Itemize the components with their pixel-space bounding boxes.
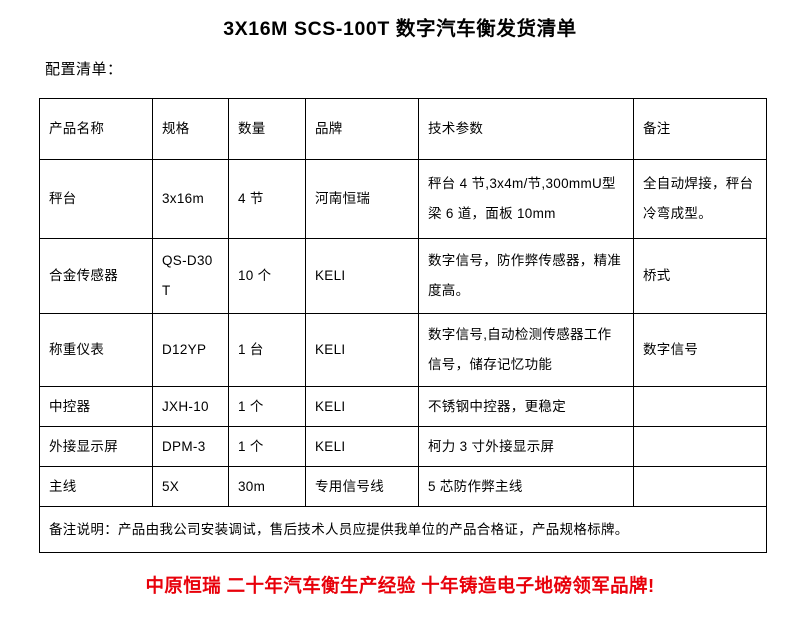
cell-product-name: 主线 xyxy=(39,466,153,507)
cell-spec: D12YP xyxy=(152,313,229,387)
cell-brand: KELI xyxy=(305,426,419,467)
cell-spec: JXH-10 xyxy=(152,386,229,427)
table-row: 主线 5X 30m 专用信号线 5 芯防作弊主线 xyxy=(39,466,767,507)
cell-remark xyxy=(633,426,767,467)
column-header-spec: 规格 xyxy=(152,98,229,160)
cell-quantity: 1 个 xyxy=(228,386,306,427)
cell-remark xyxy=(633,386,767,427)
cell-tech-params: 数字信号,自动检测传感器工作信号，储存记忆功能 xyxy=(418,313,634,387)
cell-spec: 5X xyxy=(152,466,229,507)
column-header-product-name: 产品名称 xyxy=(39,98,153,160)
spec-table: 产品名称 规格 数量 品牌 技术参数 备注 秤台 3x16m 4 节 河南恒瑞 … xyxy=(39,98,767,553)
column-header-quantity: 数量 xyxy=(228,98,306,160)
cell-spec: QS-D30T xyxy=(152,238,229,314)
spec-table-wrapper: 产品名称 规格 数量 品牌 技术参数 备注 秤台 3x16m 4 节 河南恒瑞 … xyxy=(39,98,767,553)
cell-brand: KELI xyxy=(305,238,419,314)
cell-tech-params: 柯力 3 寸外接显示屏 xyxy=(418,426,634,467)
table-row: 外接显示屏 DPM-3 1 个 KELI 柯力 3 寸外接显示屏 xyxy=(39,426,767,467)
cell-product-name: 称重仪表 xyxy=(39,313,153,387)
cell-remark xyxy=(633,466,767,507)
table-footer-note-row: 备注说明：产品由我公司安装调试，售后技术人员应提供我单位的产品合格证，产品规格标… xyxy=(39,506,767,553)
cell-tech-params: 5 芯防作弊主线 xyxy=(418,466,634,507)
table-row: 秤台 3x16m 4 节 河南恒瑞 秤台 4 节,3x4m/节,300mmU型梁… xyxy=(39,159,767,239)
cell-remark: 全自动焊接，秤台冷弯成型。 xyxy=(633,159,767,239)
cell-product-name: 合金传感器 xyxy=(39,238,153,314)
cell-spec: DPM-3 xyxy=(152,426,229,467)
footer-note-text: 备注说明：产品由我公司安装调试，售后技术人员应提供我单位的产品合格证，产品规格标… xyxy=(39,506,767,553)
cell-tech-params: 数字信号，防作弊传感器，精准度高。 xyxy=(418,238,634,314)
column-header-brand: 品牌 xyxy=(305,98,419,160)
cell-quantity: 30m xyxy=(228,466,306,507)
table-row: 称重仪表 D12YP 1 台 KELI 数字信号,自动检测传感器工作信号，储存记… xyxy=(39,313,767,387)
cell-quantity: 1 个 xyxy=(228,426,306,467)
company-slogan: 中原恒瑞 二十年汽车衡生产经验 十年铸造电子地磅领军品牌! xyxy=(145,575,655,596)
column-header-remark: 备注 xyxy=(633,98,767,160)
cell-quantity: 4 节 xyxy=(228,159,306,239)
cell-product-name: 中控器 xyxy=(39,386,153,427)
column-header-tech-params: 技术参数 xyxy=(418,98,634,160)
cell-brand: 专用信号线 xyxy=(305,466,419,507)
config-list-label: 配置清单： xyxy=(45,61,123,78)
cell-brand: KELI xyxy=(305,313,419,387)
cell-remark: 数字信号 xyxy=(633,313,767,387)
cell-product-name: 秤台 xyxy=(39,159,153,239)
page-title: 3X16M SCS-100T 数字汽车衡发货清单 xyxy=(223,18,577,40)
table-row: 合金传感器 QS-D30T 10 个 KELI 数字信号，防作弊传感器，精准度高… xyxy=(39,238,767,314)
table-header-row: 产品名称 规格 数量 品牌 技术参数 备注 xyxy=(39,98,767,160)
cell-tech-params: 不锈钢中控器，更稳定 xyxy=(418,386,634,427)
table-row: 中控器 JXH-10 1 个 KELI 不锈钢中控器，更稳定 xyxy=(39,386,767,427)
cell-product-name: 外接显示屏 xyxy=(39,426,153,467)
cell-quantity: 10 个 xyxy=(228,238,306,314)
cell-tech-params: 秤台 4 节,3x4m/节,300mmU型梁 6 道，面板 10mm xyxy=(418,159,634,239)
cell-brand: 河南恒瑞 xyxy=(305,159,419,239)
cell-spec: 3x16m xyxy=(152,159,229,239)
cell-brand: KELI xyxy=(305,386,419,427)
cell-quantity: 1 台 xyxy=(228,313,306,387)
cell-remark: 桥式 xyxy=(633,238,767,314)
